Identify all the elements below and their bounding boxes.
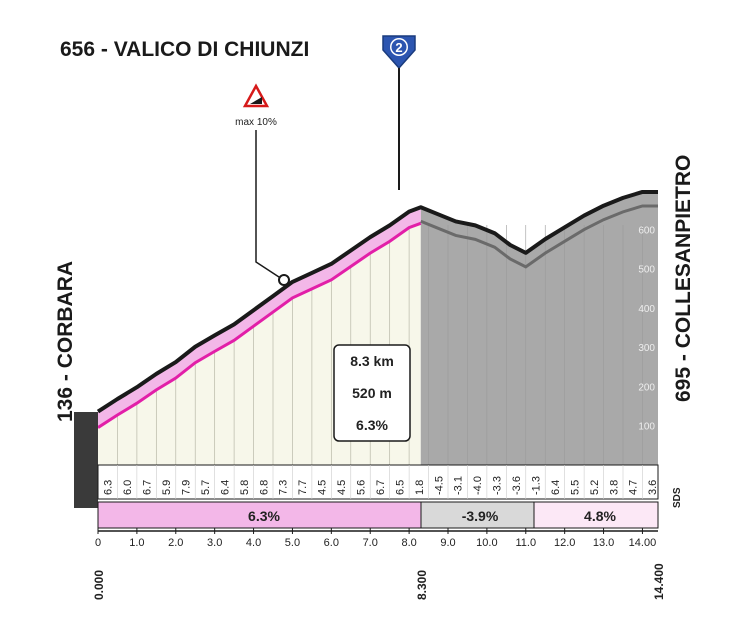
altitude-axis: 100 200 300 400 500 600 — [638, 225, 655, 432]
max-gradient-pointer — [255, 130, 283, 280]
km-tick-label: 5.0 — [285, 537, 300, 549]
climb-summary-box: 8.3 km 520 m 6.3% — [333, 344, 411, 442]
altitude-tick: 400 — [638, 304, 655, 315]
gradient-label: 5.7 — [200, 480, 212, 495]
altitude-tick: 500 — [638, 265, 655, 276]
descent-area — [420, 191, 658, 465]
gradient-label: 6.0 — [122, 480, 134, 495]
km-tick-label: 12.0 — [554, 537, 575, 549]
category-label: 2 — [395, 40, 402, 55]
km-tick-labels: 0 1.0 2.0 3.0 4.0 5.0 6.0 7.0 8.0 9.0 10.0 11.0 12.0… — [95, 528, 656, 549]
km-tick-label: 9.0 — [440, 537, 455, 549]
gradient-label: 3.6 — [647, 480, 659, 495]
gradient-label: 5.9 — [161, 480, 173, 495]
descent-edge — [420, 204, 658, 269]
sds-logo: SDS — [672, 487, 683, 508]
climb-line — [97, 221, 422, 429]
gradient-label: -1.3 — [531, 476, 543, 495]
gradient-label: 6.5 — [394, 480, 406, 495]
category-2-icon: 2 — [382, 35, 416, 70]
segment-avg-3: 4.8% — [584, 508, 616, 524]
altitude-tick: 100 — [638, 422, 655, 433]
max-gradient-label: max 10% — [235, 117, 277, 128]
climb-band — [98, 207, 421, 428]
summary-distance: 8.3 km — [350, 353, 394, 369]
km-tick-label: 4.0 — [246, 537, 261, 549]
km-tick-label: 8.0 — [401, 537, 416, 549]
gradient-label: -3.3 — [492, 476, 504, 495]
summit-title: 656 - VALICO DI CHIUNZI — [60, 38, 309, 61]
steep-climb-warning-icon — [242, 83, 270, 108]
km-tick-label: 10.0 — [476, 537, 497, 549]
summary-gain: 520 m — [352, 385, 392, 401]
km-tick-label: 6.0 — [324, 537, 339, 549]
km-tick-label: 11.0 — [515, 537, 536, 549]
segment-average-bar: 6.3% -3.9% 4.8% — [97, 501, 659, 529]
gradient-label: 6.8 — [258, 480, 270, 495]
gradient-label: 4.5 — [317, 480, 329, 495]
km-tick-label: 0 — [95, 537, 101, 549]
segment-avg-2: -3.9% — [462, 508, 499, 524]
gradient-label: 4.5 — [336, 480, 348, 495]
gradient-label: 5.8 — [239, 480, 251, 495]
gradient-label: -3.6 — [511, 476, 523, 495]
gradient-label: 5.6 — [356, 480, 368, 495]
summary-avg: 6.3% — [356, 417, 388, 433]
max-gradient-point — [278, 274, 290, 286]
cumulative-mark: 8.300 — [415, 570, 429, 600]
gradient-label: 6.4 — [219, 480, 231, 495]
km-tick-label: 14.00 — [629, 537, 657, 549]
gradient-label: 6.3 — [103, 480, 115, 495]
gradient-label: 1.8 — [414, 480, 426, 495]
profile-edge — [96, 189, 658, 414]
gradient-label: -4.5 — [433, 476, 445, 495]
gradient-label: -4.0 — [472, 476, 484, 495]
start-label: 136 - CORBARA — [54, 261, 77, 422]
cumulative-mark: 14.400 — [652, 563, 666, 600]
gradient-label: -3.1 — [453, 476, 465, 495]
gradient-label: 7.9 — [181, 480, 193, 495]
gradient-label: 7.3 — [278, 480, 290, 495]
cumulative-marks: 0.000 8.300 14.400 — [92, 563, 666, 600]
gradient-label: 3.8 — [608, 480, 620, 495]
km-tick-label: 2.0 — [168, 537, 183, 549]
segment-avg-1: 6.3% — [248, 508, 280, 524]
km-tick-label: 7.0 — [363, 537, 378, 549]
gradient-label: 6.4 — [550, 480, 562, 495]
gradient-label: 6.7 — [375, 480, 387, 495]
finish-label: 695 - COLLESANPIETRO — [672, 155, 695, 402]
altitude-tick: 300 — [638, 343, 655, 354]
cumulative-mark: 0.000 — [92, 570, 106, 600]
km-tick-label: 1.0 — [129, 537, 144, 549]
gradient-labels: 6.3 6.0 6.7 5.9 7.9 5.7 6.4 5.8 6.8 7.3 7.7 4.5 4.5 5… — [103, 465, 659, 499]
start-block — [74, 412, 98, 508]
km-tick-label: 3.0 — [207, 537, 222, 549]
gradient-label: 7.7 — [297, 480, 309, 495]
km-tick-label: 13.0 — [593, 537, 614, 549]
gradient-label: 5.2 — [589, 480, 601, 495]
altitude-tick: 200 — [638, 382, 655, 393]
altitude-tick: 600 — [638, 225, 655, 236]
gradient-label: 4.7 — [628, 480, 640, 495]
gradient-label: 6.7 — [142, 480, 154, 495]
gradient-label: 5.5 — [569, 480, 581, 495]
